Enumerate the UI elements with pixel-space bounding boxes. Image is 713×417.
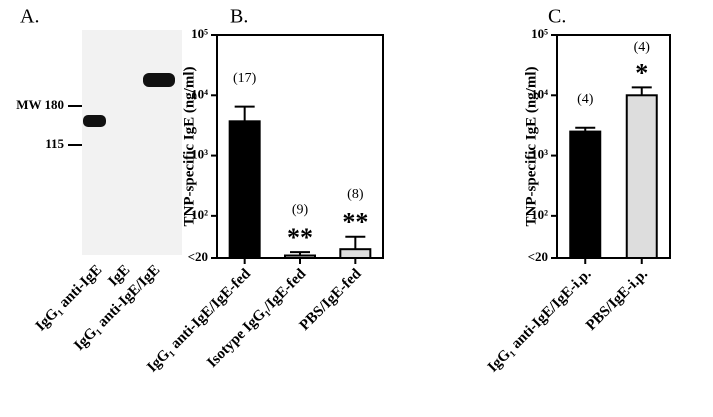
bar — [339, 248, 372, 259]
panel-label: C. — [548, 6, 566, 28]
y-tick-label: <20 — [188, 249, 208, 264]
marker-label: 115 — [45, 136, 64, 151]
bar — [569, 130, 602, 260]
band — [143, 73, 175, 87]
x-tick-label: IgG₁ anti-IgE/IgE-i.p. — [485, 266, 595, 376]
x-tick-label: IgG₁ anti-IgE/IgE-fed — [144, 265, 254, 375]
marker-label: MW 180 — [16, 97, 64, 112]
y-tick-label: 10³ — [531, 147, 548, 162]
significance: * — [635, 58, 648, 87]
y-axis-title: TNP-specific IgE (ng/ml) — [181, 67, 197, 227]
y-tick-label: 10⁴ — [531, 86, 548, 101]
panel-label: B. — [230, 6, 248, 28]
x-tick-label: PBS/IgE-i.p. — [583, 266, 651, 334]
y-axis-title: TNP-specific IgE (ng/ml) — [523, 67, 539, 227]
y-tick-label: 10⁵ — [191, 26, 208, 41]
n-label: (4) — [577, 92, 594, 107]
plot-frame — [556, 34, 671, 259]
bar — [228, 120, 261, 260]
y-tick-label: <20 — [528, 249, 548, 264]
blot — [82, 30, 182, 255]
n-label: (9) — [292, 202, 309, 217]
y-tick-label: 10⁴ — [191, 86, 208, 101]
y-tick-label: 10² — [191, 207, 208, 222]
x-tick-label: Isotype IgG₁/IgE-fed — [204, 265, 309, 370]
y-tick-label: 10³ — [191, 147, 208, 162]
significance: ** — [287, 223, 313, 252]
y-tick-label: 10⁵ — [531, 26, 548, 41]
n-label: (17) — [233, 71, 257, 86]
panel-label: A. — [20, 6, 39, 28]
y-tick-label: 10² — [531, 207, 548, 222]
band — [83, 115, 106, 127]
n-label: (8) — [347, 187, 364, 202]
n-label: (4) — [634, 40, 651, 55]
bar — [625, 94, 658, 260]
significance: ** — [342, 208, 368, 237]
plot-frame — [216, 34, 384, 259]
